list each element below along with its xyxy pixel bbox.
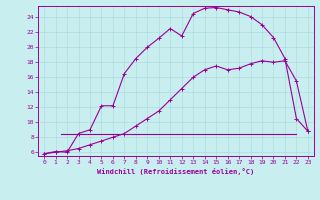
X-axis label: Windchill (Refroidissement éolien,°C): Windchill (Refroidissement éolien,°C) [97, 168, 255, 175]
